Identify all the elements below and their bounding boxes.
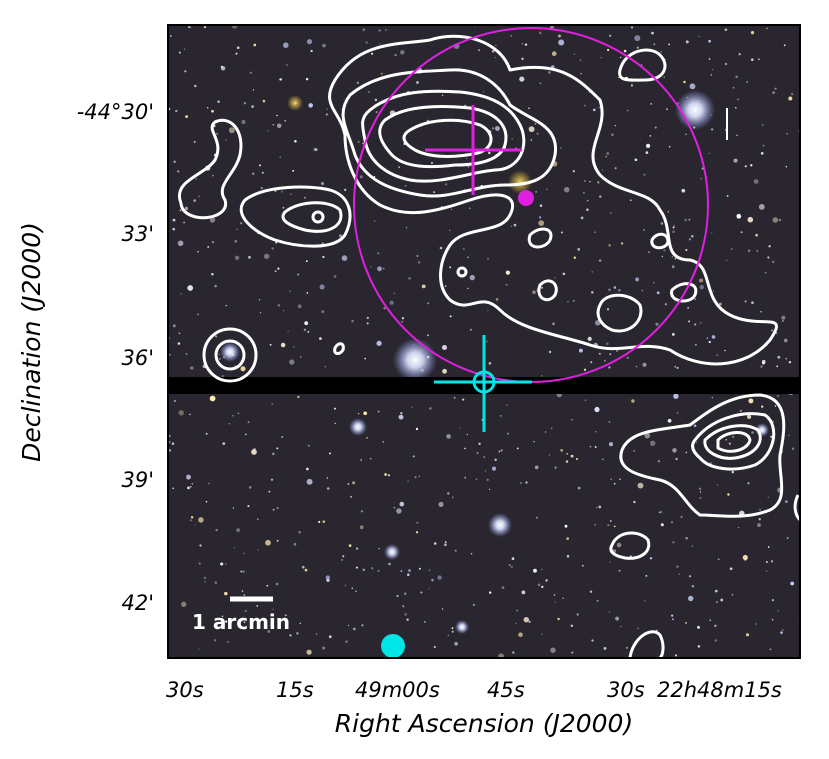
y-tick-label: 36' [122,346,155,370]
x-tick-label: 49m00s [355,678,440,702]
x-tick-label: 45s [487,678,525,702]
y-tick-label: 33' [122,222,155,246]
cyan-beam-marker [381,634,405,658]
scale-bar-label: 1 arcmin [192,610,290,634]
panel-frame [167,24,801,659]
x-tick-label: 22h48m15s [657,678,782,702]
y-axis-label: Declination (J2000) [17,222,46,462]
x-tick-label: 15s [276,678,314,702]
y-tick-label: -44°30' [77,100,154,124]
y-tick-labels: -44°30' 33' 36' 39' 42' [77,100,154,615]
y-tick-label: 39' [122,468,155,492]
x-tick-label: 30s [607,678,645,702]
x-tick-labels: 30s 15s 49m00s 45s 30s 22h48m15s [166,678,782,702]
sky-image: 1 arcmin [168,25,800,658]
x-tick-label: 30s [166,678,204,702]
y-tick-label: 42' [122,591,155,615]
x-axis-label: Right Ascension (J2000) [335,709,633,738]
cyan-markers [434,335,532,432]
